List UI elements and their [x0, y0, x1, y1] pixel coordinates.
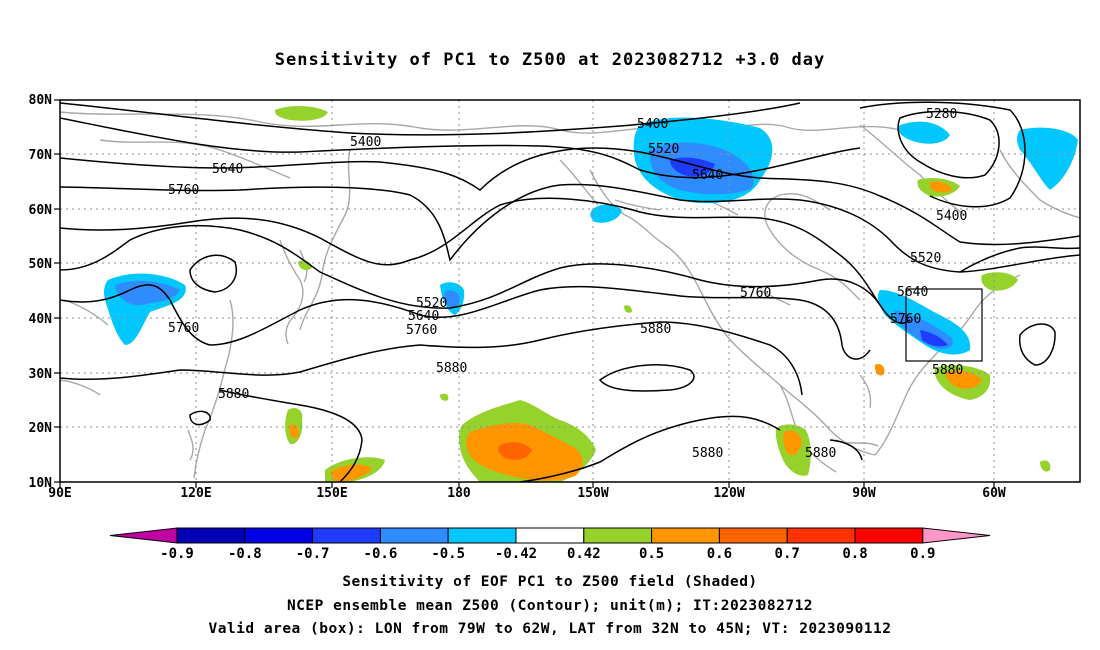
contour-label: 5760	[406, 323, 437, 338]
contour-label: 5880	[805, 446, 836, 461]
contour-label: 5400	[936, 209, 967, 224]
contour-label: 5640	[212, 162, 243, 177]
caption-contour: NCEP ensemble mean Z500 (Contour); unit(…	[286, 598, 814, 614]
strong-positive-regions	[498, 442, 532, 460]
colorbar-label: -0.5	[431, 546, 465, 562]
contour-label: 5280	[926, 107, 957, 122]
lon-label: 90W	[852, 486, 876, 501]
lon-label: 150W	[577, 486, 608, 501]
caption-valid-area: Valid area (box): LON from 79W to 62W, L…	[208, 621, 892, 637]
colorbar-swatch	[583, 527, 653, 544]
negative-sensitivity-regions	[104, 117, 1078, 355]
lon-label: 150E	[316, 486, 347, 501]
map-frame	[59, 99, 1081, 483]
colorbar-label: -0.8	[228, 546, 262, 562]
z500-contours	[60, 101, 1080, 482]
colorbar-min-arrow	[109, 527, 178, 544]
lat-label: 20N	[29, 421, 53, 436]
longitude-axis: 90E 120E 150E 180 150W 120W 90W 60W	[48, 486, 1006, 501]
sensitivity-shading	[104, 106, 1078, 482]
contour-label-group: 5280 5400 5400 5400 5520 5520 5520 5640 …	[168, 107, 967, 461]
lat-label: 50N	[29, 257, 53, 272]
plot-title: Sensitivity of PC1 to Z500 at 2023082712…	[274, 50, 826, 70]
colorbar-label: 0.5	[639, 546, 664, 562]
contour-label: 5760	[168, 183, 199, 198]
colorbar-label: 0.42	[567, 546, 601, 562]
colorbar-label: 0.7	[775, 546, 800, 562]
colorbar-label: -0.7	[296, 546, 330, 562]
valid-area-box	[905, 288, 983, 362]
contour-label: 5880	[436, 361, 467, 376]
contour-label: 5880	[692, 446, 723, 461]
lat-label: 60N	[29, 203, 53, 218]
contour-label: 5760	[168, 321, 199, 336]
colorbar-swatch	[244, 527, 314, 544]
contour-label: 5760	[890, 312, 921, 327]
colorbar-label: 0.9	[910, 546, 935, 562]
contour-label: 5640	[408, 309, 439, 324]
contour-label: 5520	[910, 251, 941, 266]
lon-label: 90E	[48, 486, 71, 501]
moderate-positive-regions	[289, 181, 982, 482]
colorbar-swatch	[854, 527, 924, 544]
colorbar-swatch	[718, 527, 788, 544]
caption-shading: Sensitivity of EOF PC1 to Z500 field (Sh…	[342, 574, 758, 590]
lat-label: 30N	[29, 367, 53, 382]
colorbar-swatch	[312, 527, 381, 544]
colorbar-swatch	[447, 527, 517, 544]
contour-label: 5760	[740, 286, 771, 301]
lon-label: 60W	[982, 486, 1006, 501]
contour-label: 5880	[640, 322, 671, 337]
colorbar-label: 0.6	[707, 546, 732, 562]
contour-label: 5640	[897, 285, 928, 300]
contour-label: 5880	[932, 363, 963, 378]
contour-label: 5520	[648, 142, 679, 157]
lon-label: 120E	[180, 486, 211, 501]
contour-label: 5520	[416, 296, 447, 311]
lon-label: 180	[447, 486, 471, 501]
colorbar-swatch	[379, 527, 449, 544]
lon-label: 120W	[713, 486, 744, 501]
colorbar-swatch	[515, 527, 585, 544]
colorbar-swatch	[786, 527, 856, 544]
lat-label: 80N	[29, 93, 53, 108]
colorbar: -0.9 -0.8 -0.7 -0.6 -0.5 -0.42 0.42 0.5 0.6 0.7 0.…	[109, 527, 991, 562]
colorbar-label: -0.9	[160, 546, 194, 562]
lat-ticks	[54, 99, 995, 488]
lat-label: 10N	[29, 476, 53, 491]
contour-label: 5880	[218, 387, 249, 402]
lat-label: 70N	[29, 148, 53, 163]
contour-label: 5640	[692, 168, 723, 183]
colorbar-label: -0.42	[495, 546, 537, 562]
colorbar-label: 0.8	[842, 546, 867, 562]
latitude-axis: 80N 70N 60N 50N 40N 30N 20N 10N	[29, 93, 53, 491]
lat-label: 40N	[29, 312, 53, 327]
colorbar-label: -0.6	[364, 546, 398, 562]
contour-label: 5400	[350, 135, 381, 150]
contour-label: 5400	[637, 117, 668, 132]
colorbar-swatch	[176, 527, 246, 544]
colorbar-swatch	[651, 527, 720, 544]
colorbar-max-arrow	[922, 527, 991, 544]
